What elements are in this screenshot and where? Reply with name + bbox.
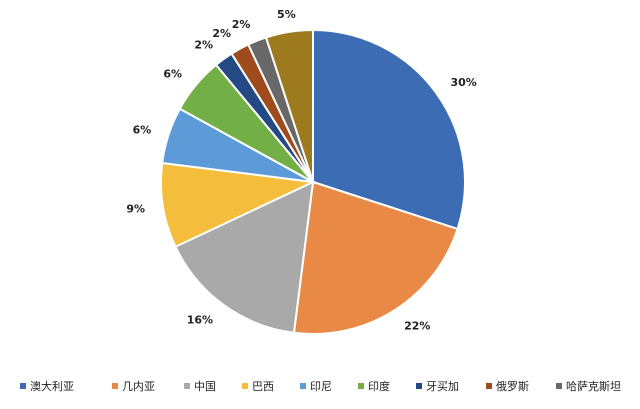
slice-value-label: 22% (404, 320, 430, 333)
pie-value-labels: 30%22%16%9%6%6%2%2%2%5% (126, 8, 476, 332)
legend-swatch (358, 383, 364, 389)
pie-slice (174, 180, 315, 334)
chart-legend: 澳大利亚几内亚中国巴西印尼印度牙买加俄罗斯哈萨克斯坦其他国家 (20, 379, 621, 393)
legend-label: 几内亚 (122, 379, 155, 393)
pie-slice (292, 180, 459, 335)
pie-slice (312, 28, 466, 231)
legend-swatch (20, 383, 26, 389)
legend-label: 印度 (368, 379, 390, 393)
legend-swatch (184, 383, 190, 389)
slice-value-label: 6% (163, 68, 182, 81)
slice-value-label: 2% (232, 18, 251, 31)
slice-value-label: 5% (277, 8, 296, 21)
legend-item: 中国 (184, 380, 216, 393)
legend-swatch (556, 383, 562, 389)
legend-label: 俄罗斯 (496, 380, 529, 393)
legend-item: 印尼 (300, 380, 332, 393)
slice-value-label: 2% (194, 39, 213, 52)
legend-label: 哈萨克斯坦 (566, 379, 621, 393)
legend-swatch (112, 383, 118, 389)
slice-value-label: 9% (126, 203, 145, 216)
legend-item: 印度 (358, 379, 390, 393)
slice-value-label: 16% (187, 314, 213, 327)
legend-item: 俄罗斯 (486, 380, 529, 393)
legend-item: 澳大利亚 (20, 379, 74, 393)
slice-value-label: 30% (451, 76, 477, 89)
legend-label: 中国 (194, 380, 216, 393)
legend-swatch (416, 383, 422, 389)
legend-item: 哈萨克斯坦 (556, 379, 621, 393)
legend-label: 澳大利亚 (30, 379, 74, 393)
pie-slice (160, 161, 317, 249)
legend-label: 巴西 (252, 380, 274, 393)
pie-slice (264, 28, 314, 183)
legend-item: 牙买加 (416, 380, 459, 393)
legend-swatch (242, 383, 248, 389)
legend-item: 巴西 (242, 380, 274, 393)
legend-item: 几内亚 (112, 379, 155, 393)
legend-swatch (486, 383, 492, 389)
legend-label: 牙买加 (426, 380, 459, 393)
pie-slices (160, 28, 466, 335)
slice-value-label: 2% (212, 27, 231, 40)
legend-label: 印尼 (310, 380, 332, 393)
slice-value-label: 6% (133, 124, 152, 137)
legend-swatch (300, 383, 306, 389)
